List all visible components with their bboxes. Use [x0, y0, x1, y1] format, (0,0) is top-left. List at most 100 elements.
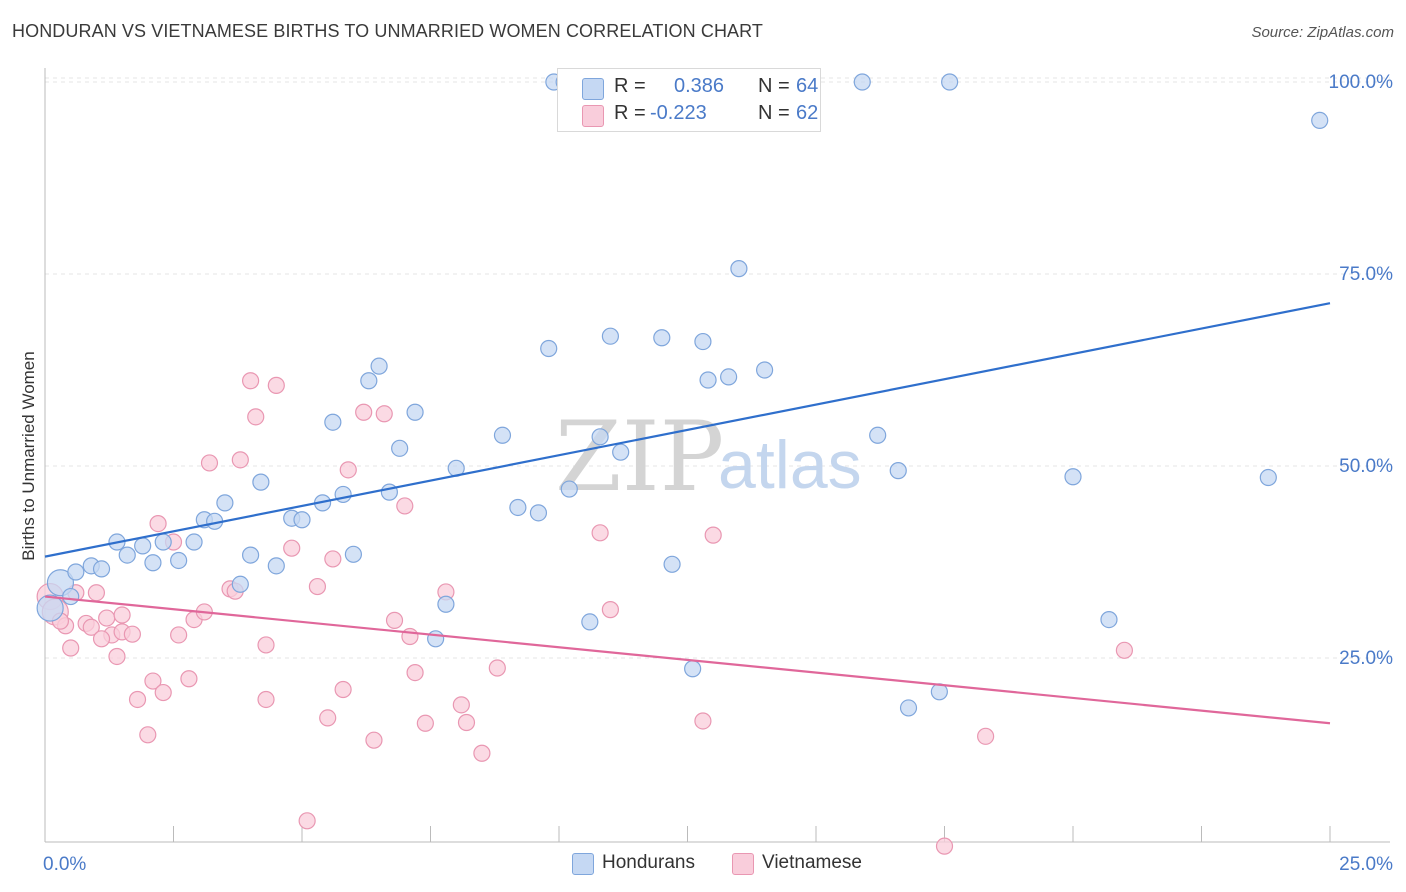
point-hondurans: [360, 372, 378, 390]
y-tick-label: 50.0%: [1339, 456, 1393, 477]
point-vietnamese: [1115, 641, 1134, 659]
axes: [44, 68, 1390, 843]
legend-swatch-vietnamese: [732, 853, 754, 875]
y-tick-label: 100.0%: [1329, 72, 1394, 93]
point-hondurans: [755, 361, 774, 379]
point-hondurans: [653, 329, 671, 347]
point-hondurans: [324, 413, 342, 431]
legend-n-value: 64: [796, 75, 819, 97]
x-tick-label: 0.0%: [43, 854, 86, 875]
point-vietnamese: [257, 636, 275, 654]
point-vietnamese: [257, 690, 275, 709]
point-vietnamese: [339, 461, 357, 479]
correlation-legend: R = 0.386 N = 64 R = -0.223 N = 62: [557, 68, 821, 132]
point-vietnamese: [935, 837, 954, 855]
point-vietnamese: [82, 618, 100, 636]
point-hondurans: [694, 332, 712, 351]
point-hondurans: [591, 428, 609, 446]
point-vietnamese: [319, 709, 337, 727]
point-hondurans: [899, 699, 918, 717]
point-hondurans: [889, 462, 907, 480]
point-hondurans: [853, 73, 871, 91]
point-vietnamese: [704, 526, 722, 544]
point-hondurans: [1064, 468, 1082, 486]
point-hondurans: [36, 594, 64, 622]
point-hondurans: [540, 339, 558, 358]
point-hondurans: [344, 545, 362, 563]
source-label: Source: ZipAtlas.com: [1251, 24, 1394, 41]
point-vietnamese: [242, 372, 260, 390]
point-vietnamese: [591, 524, 609, 542]
point-hondurans: [252, 473, 270, 491]
point-hondurans: [1259, 468, 1277, 487]
trendline-hondurans: [44, 302, 1331, 558]
point-vietnamese: [154, 683, 172, 702]
point-hondurans: [370, 357, 388, 375]
point-vietnamese: [365, 731, 383, 749]
point-vietnamese: [457, 713, 476, 732]
point-hondurans: [941, 73, 959, 91]
point-vietnamese: [452, 696, 470, 714]
point-vietnamese: [108, 647, 126, 666]
point-vietnamese: [416, 714, 434, 732]
point-hondurans: [529, 504, 548, 522]
point-hondurans: [406, 403, 424, 421]
point-hondurans: [684, 660, 702, 678]
point-vietnamese: [694, 712, 712, 730]
legend-r-label: R =: [614, 75, 646, 97]
point-hondurans: [493, 426, 512, 444]
point-hondurans: [720, 368, 738, 386]
point-hondurans: [92, 560, 111, 578]
point-vietnamese: [977, 727, 995, 745]
point-hondurans: [170, 551, 188, 570]
watermark: ZIP atlas: [555, 401, 862, 513]
point-vietnamese: [128, 690, 147, 709]
point-hondurans: [663, 555, 681, 573]
point-hondurans: [242, 546, 260, 564]
legend-swatch-hondurans: [572, 853, 594, 875]
point-vietnamese: [601, 601, 620, 619]
point-vietnamese: [170, 626, 188, 644]
tick-labels: 25.0% 50.0% 75.0% 100.0% 0.0% 25.0%: [43, 72, 1393, 875]
point-vietnamese: [231, 451, 249, 469]
point-hondurans: [730, 260, 748, 278]
point-vietnamese: [149, 514, 167, 533]
point-vietnamese: [113, 606, 131, 624]
point-hondurans: [231, 575, 249, 593]
y-axis-label: Births to Unmarried Women: [19, 351, 38, 560]
trendline-vietnamese: [44, 595, 1331, 725]
legend-label-vietnamese: Vietnamese: [762, 852, 862, 873]
point-vietnamese: [139, 726, 157, 744]
point-hondurans: [185, 533, 203, 551]
point-vietnamese: [375, 405, 393, 423]
point-hondurans: [1311, 111, 1329, 130]
point-vietnamese: [396, 497, 414, 515]
point-hondurans: [581, 613, 599, 631]
point-vietnamese: [334, 680, 352, 699]
point-hondurans: [62, 587, 80, 606]
point-vietnamese: [98, 609, 116, 627]
chart-title: HONDURAN VS VIETNAMESE BIRTHS TO UNMARRI…: [12, 21, 764, 41]
y-tick-label: 25.0%: [1339, 648, 1393, 669]
point-vietnamese: [298, 812, 316, 830]
legend-n-value: 62: [796, 102, 819, 124]
point-hondurans: [118, 546, 136, 564]
point-hondurans: [267, 557, 285, 575]
point-vietnamese: [123, 625, 141, 643]
point-hondurans: [391, 439, 409, 457]
series-hondurans: [36, 73, 1329, 717]
point-hondurans: [216, 494, 234, 512]
point-hondurans: [67, 563, 85, 581]
point-vietnamese: [180, 670, 198, 688]
legend-n-label: N =: [758, 102, 790, 124]
point-vietnamese: [267, 376, 285, 394]
point-hondurans: [1100, 610, 1118, 629]
watermark-zip: ZIP: [555, 401, 724, 513]
point-hondurans: [699, 371, 717, 389]
legend-swatch-vietnamese: [582, 105, 604, 127]
point-hondurans: [601, 327, 620, 345]
point-vietnamese: [92, 630, 111, 648]
point-vietnamese: [385, 611, 404, 629]
legend-n-label: N =: [758, 75, 790, 97]
